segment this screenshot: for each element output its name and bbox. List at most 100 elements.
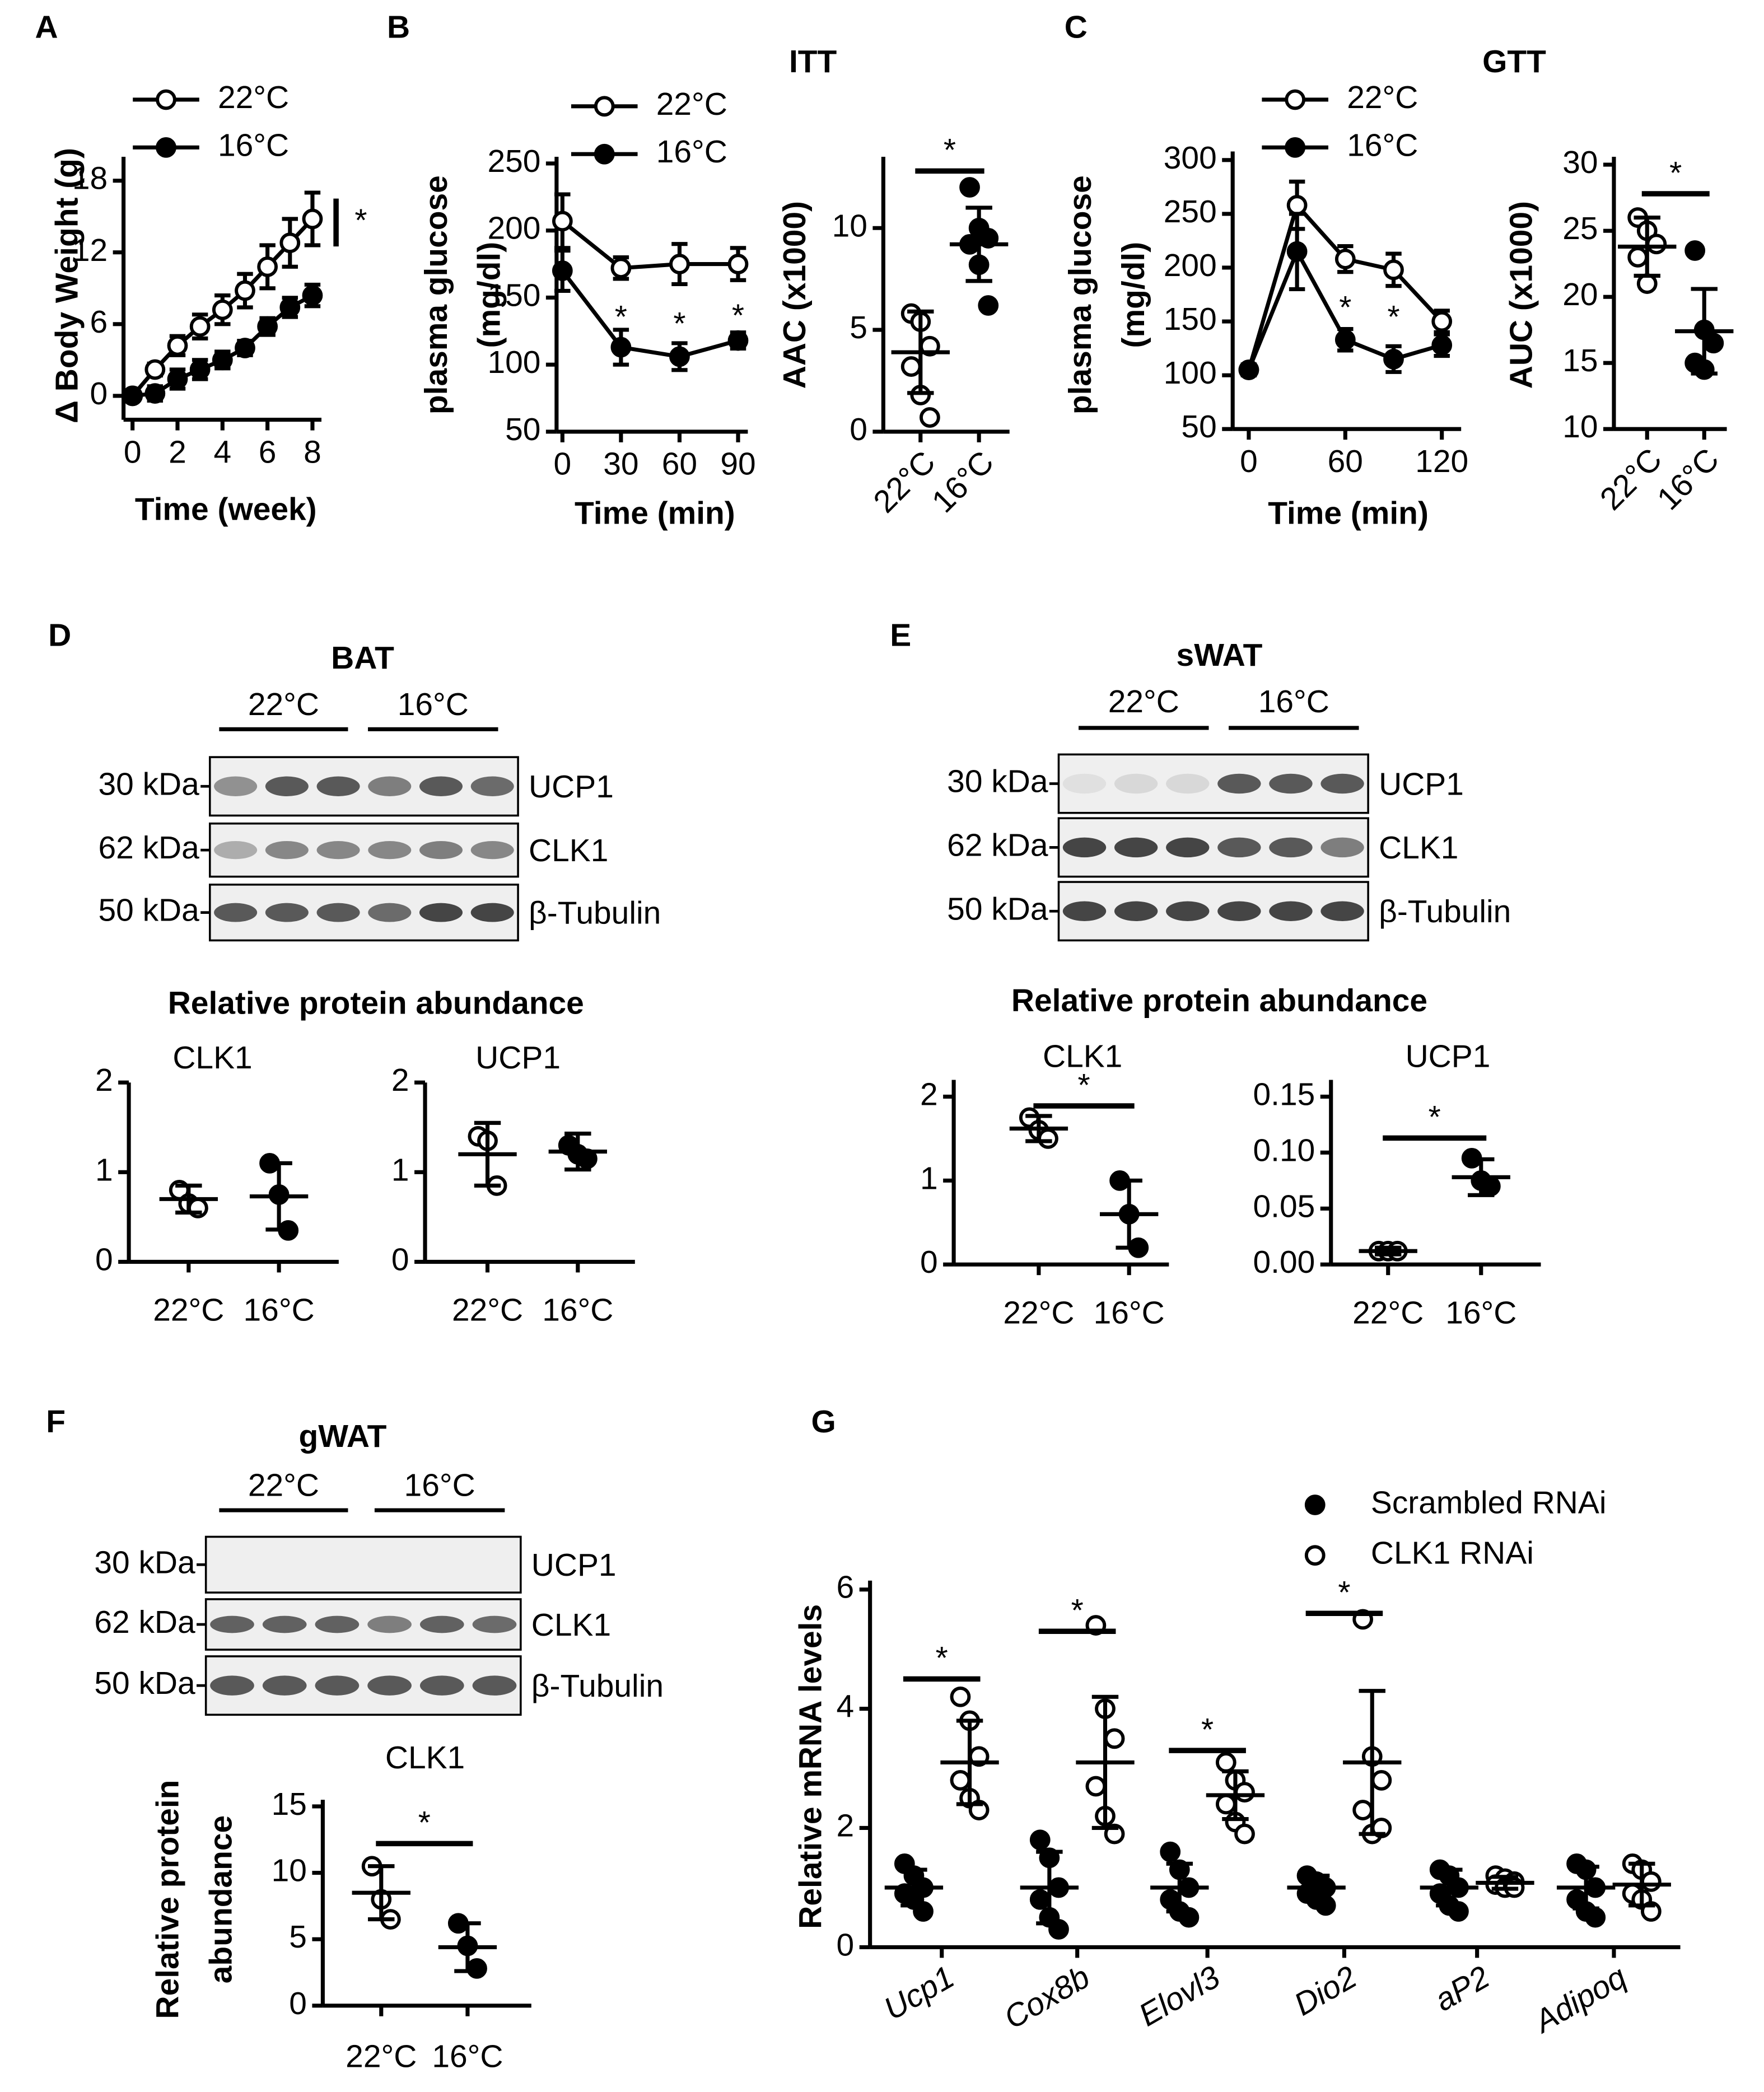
- data-point: [279, 297, 301, 318]
- protein-label: β-Tubulin: [1379, 894, 1511, 930]
- x-tick-label: 22°C: [1003, 1295, 1074, 1330]
- x-tick-label: 0: [1240, 443, 1258, 479]
- panel-label: B: [387, 9, 410, 45]
- x-axis-label: Time (min): [1268, 495, 1429, 531]
- blot-row: [1057, 881, 1369, 942]
- x-tick-label: 16°C: [1650, 441, 1726, 517]
- y-tick-label: 6: [837, 1570, 855, 1605]
- data-point: [235, 338, 255, 358]
- data-point: [1238, 359, 1259, 380]
- error-bar: [1166, 1861, 1193, 1914]
- blot-row: [208, 822, 519, 878]
- legend-marker: [156, 89, 176, 110]
- y-tick-label: 200: [487, 211, 540, 246]
- protein-label: β-Tubulin: [531, 1668, 664, 1704]
- blot-band: [1217, 773, 1261, 794]
- series-line: [561, 220, 739, 270]
- blot-title: gWAT: [298, 1418, 386, 1454]
- blot-band: [265, 903, 309, 922]
- data-point: [1104, 1728, 1125, 1749]
- data-point: [1480, 1175, 1501, 1197]
- blot-band: [368, 841, 412, 860]
- chart-title: CLK1: [172, 1040, 252, 1076]
- legend-label: 16°C: [218, 127, 289, 163]
- x-tick-label: 90: [720, 446, 755, 482]
- x-tick-label: 22°C: [1593, 441, 1669, 517]
- chart-title: ITT: [789, 44, 837, 80]
- x-tick-label: 0: [553, 446, 571, 482]
- significance-label: *: [944, 132, 956, 168]
- y-tick-label: 300: [1164, 140, 1217, 176]
- y-tick-label: 15: [1562, 343, 1598, 379]
- panel-label: D: [48, 618, 71, 653]
- blot-band: [1320, 773, 1364, 794]
- y-tick-label: 2: [837, 1808, 855, 1844]
- y-tick-label: 0: [837, 1927, 855, 1963]
- blot-band: [210, 1675, 254, 1696]
- error-bar: [265, 1161, 292, 1232]
- data-point: [1215, 1752, 1236, 1773]
- error-bar: [1691, 287, 1718, 376]
- data-point: [1684, 240, 1706, 261]
- error-bar: [1036, 1850, 1063, 1926]
- y-tick-label: 0.10: [1253, 1132, 1315, 1168]
- blot-band: [419, 903, 463, 922]
- y-tick-label: 1: [920, 1160, 938, 1196]
- legend-label: 22°C: [656, 86, 727, 122]
- data-point: [1160, 1841, 1181, 1862]
- legend-marker: [1285, 137, 1306, 158]
- data-point: [235, 280, 255, 301]
- data-point: [1383, 348, 1404, 370]
- blot-row: [204, 1655, 522, 1716]
- blot-band: [1114, 773, 1158, 794]
- blot-band: [316, 776, 360, 797]
- blot-band: [262, 1615, 307, 1633]
- blot-band: [263, 1555, 307, 1574]
- chart-title: UCP1: [1406, 1039, 1491, 1075]
- significance-label: *: [354, 202, 367, 238]
- legend-marker: [156, 137, 176, 158]
- panel-label: G: [811, 1404, 836, 1440]
- x-tick-label: 30: [603, 446, 638, 482]
- error-bar: [368, 1864, 395, 1922]
- group-label: 22°C: [1108, 684, 1179, 720]
- data-point: [959, 177, 980, 198]
- blot-band: [316, 903, 360, 922]
- y-tick-label: 30: [1562, 144, 1598, 180]
- legend-marker: [594, 96, 615, 117]
- x-tick-label: 16°C: [432, 2039, 503, 2075]
- kda-label: 30 kDa: [947, 764, 1048, 800]
- data-point: [1585, 1907, 1606, 1928]
- x-tick-label: 120: [1415, 443, 1468, 479]
- significance-label: *: [1201, 1712, 1214, 1748]
- error-bar: [1091, 1694, 1119, 1830]
- y-tick-label: 0: [850, 412, 867, 447]
- error-bar: [1468, 1157, 1495, 1197]
- x-tick-label: 60: [1328, 443, 1363, 479]
- blot-row: [208, 756, 519, 817]
- blot-band: [1166, 837, 1210, 858]
- y-tick-label: 0: [90, 376, 108, 412]
- y-axis-label: Δ Body Weight (g): [49, 148, 85, 423]
- blot-band: [214, 903, 258, 922]
- blot-band: [315, 1555, 360, 1574]
- significance-label: *: [936, 1640, 948, 1676]
- blot-band: [1166, 773, 1210, 794]
- data-point: [669, 254, 690, 274]
- x-tick-label: 22°C: [866, 444, 942, 520]
- data-point: [1038, 1128, 1058, 1149]
- legend-label: 22°C: [218, 80, 289, 115]
- error-bar: [1116, 1178, 1142, 1250]
- error-bar: [1375, 1245, 1402, 1257]
- data-point: [1640, 1871, 1662, 1892]
- y-tick-label: 50: [1181, 409, 1216, 445]
- blot-band: [214, 776, 258, 797]
- y-axis-label: (mg/dl): [1116, 242, 1151, 348]
- y-tick-label: 10: [272, 1853, 307, 1889]
- data-point: [950, 1769, 971, 1791]
- y-tick-label: 250: [1164, 194, 1217, 230]
- error-bar: [965, 206, 992, 283]
- y-tick-label: 2: [95, 1062, 113, 1098]
- kda-label: 30 kDa: [98, 766, 199, 802]
